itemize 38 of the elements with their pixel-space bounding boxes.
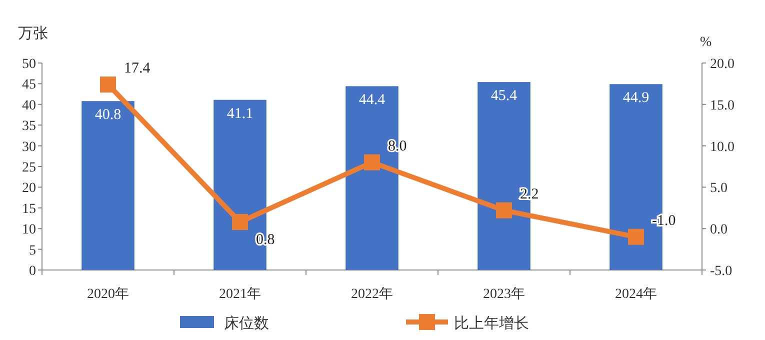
x-tick-label: 2022年 <box>351 286 393 302</box>
y-tick-label: 15 <box>22 202 36 217</box>
data-label: 41.1 <box>226 106 254 122</box>
y-tick-label: 25 <box>22 160 36 176</box>
data-label: 45.4 <box>490 88 518 104</box>
y2-tick-label: 5.0 <box>710 181 728 196</box>
point <box>100 76 116 93</box>
point <box>496 202 512 218</box>
x-tick-label: 2020年 <box>87 286 129 302</box>
y-axis-title: 万张 <box>18 25 48 42</box>
data-label: 17.4 <box>124 60 151 77</box>
y2-tick-label: 0.0 <box>710 222 728 238</box>
y2-tick-label: 15.0 <box>710 98 734 114</box>
point <box>628 228 644 245</box>
x-tick-label: 2021年 <box>219 286 261 302</box>
bar <box>82 101 134 270</box>
data-label: 44.4 <box>358 92 386 108</box>
y-tick-label: 10 <box>22 222 36 238</box>
y-tick-label: 20 <box>22 181 36 196</box>
point <box>232 214 248 230</box>
y2-tick-label: -5.0 <box>710 264 732 279</box>
legend-label: 比上年增长 <box>454 315 529 332</box>
legend-label: 床位数 <box>224 315 269 332</box>
y-tick-label: 5 <box>29 243 36 258</box>
y-tick-label: 30 <box>22 140 36 155</box>
y-tick-label: 40 <box>22 98 36 114</box>
data-label: 44.9 <box>622 90 650 106</box>
y2-tick-label: 20.0 <box>710 57 734 72</box>
data-label: 40.8 <box>94 107 122 124</box>
y2-axis-title: % <box>700 35 712 50</box>
y-tick-label: 35 <box>22 119 36 134</box>
y2-tick-label: 10.0 <box>710 140 734 155</box>
y-tick-label: 45 <box>22 78 36 93</box>
point <box>364 154 380 170</box>
y-tick-label: 0 <box>29 264 36 279</box>
x-tick-label: 2024年 <box>615 286 657 302</box>
x-tick-label: 2023年 <box>483 286 525 302</box>
y-tick-label: 50 <box>22 57 36 72</box>
